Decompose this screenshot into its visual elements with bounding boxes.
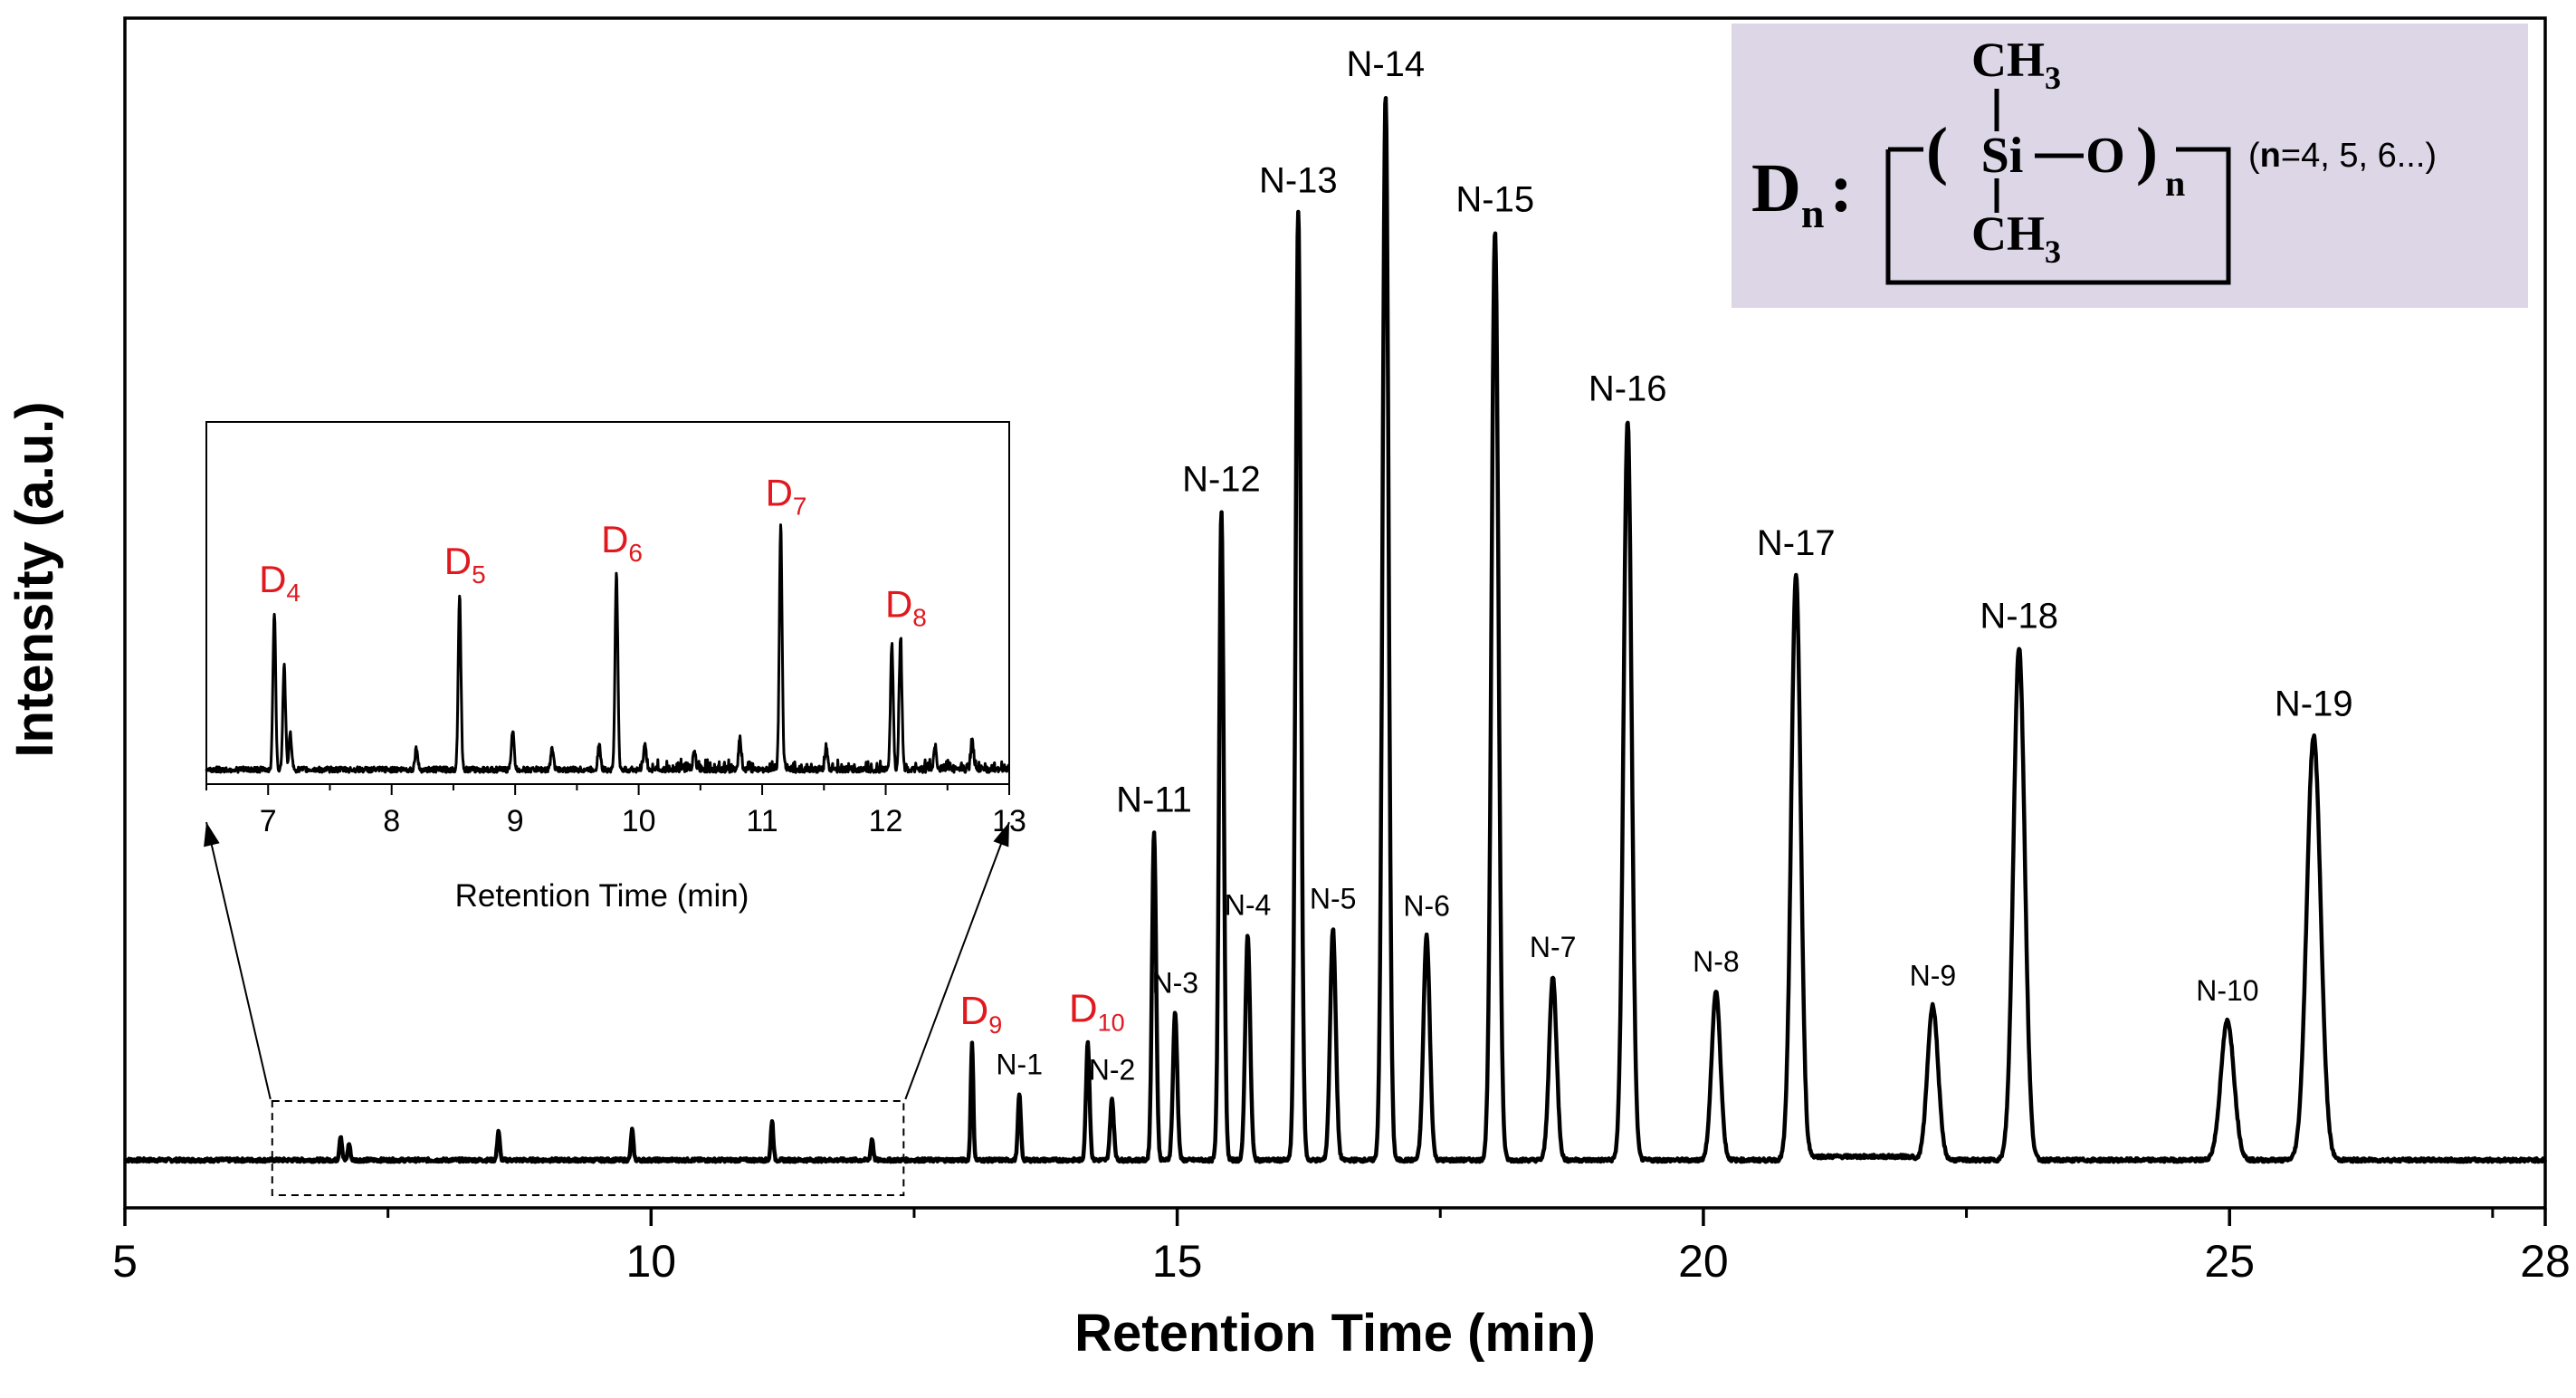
silicon-atom: Si <box>1981 128 2024 184</box>
inset-x-tick-label: 12 <box>869 804 903 838</box>
peak-label-n-8: N-8 <box>1693 945 1740 978</box>
x-tick-label: 10 <box>625 1236 676 1287</box>
x-axis: 5 10 15 20 25 28 <box>112 1208 2571 1287</box>
inset-chromatogram-trace <box>205 523 1010 774</box>
x-tick-label: 15 <box>1152 1236 1203 1287</box>
peak-label-n-7: N-7 <box>1530 931 1577 963</box>
peak-label-n-15: N-15 <box>1455 180 1534 220</box>
peak-label-n-13: N-13 <box>1259 160 1338 200</box>
inset-peak-label-d8: D8 <box>885 582 927 631</box>
inset-x-tick-label: 10 <box>622 804 656 838</box>
peak-label-n-3: N-3 <box>1152 966 1199 999</box>
peak-label-n-6: N-6 <box>1403 889 1450 922</box>
repeat-subscript: n <box>2165 163 2185 204</box>
x-tick-label: 25 <box>2204 1236 2255 1287</box>
peak-label-n-16: N-16 <box>1589 369 1667 408</box>
peak-label-n-14: N-14 <box>1346 44 1425 84</box>
zoom-arrow-left <box>205 821 272 1100</box>
peak-label-n-11: N-11 <box>1116 780 1192 820</box>
zoom-arrow-left-head <box>204 822 220 847</box>
peak-label-n-10: N-10 <box>2196 974 2258 1007</box>
inset-x-tick-label: 13 <box>992 804 1026 838</box>
methyl-bottom: CH3 <box>1971 206 2061 270</box>
inset-x-tick-label: 9 <box>507 804 524 838</box>
close-paren: ) <box>2136 114 2158 187</box>
formula-background <box>1732 24 2528 308</box>
peak-label-n-12: N-12 <box>1182 460 1261 500</box>
peak-labels: D9 N-1 D10 N-2 N-11 N-3 N-12 N-4 N-13 N-5 N-14 N-6 N… <box>959 44 2352 1086</box>
zoom-arrow-right <box>904 821 1010 1100</box>
methyl-top: CH3 <box>1971 33 2061 96</box>
x-tick-label: 28 <box>2520 1236 2571 1287</box>
zoom-region <box>204 821 1010 1196</box>
inset-peak-label-d4: D4 <box>259 558 301 607</box>
formula-box: Dn: ( ) n Si O CH3 CH3 (n=4, 5, 6...) <box>1732 24 2528 308</box>
peak-label-d9: D9 <box>959 989 1002 1039</box>
inset-peak-label-d6: D6 <box>601 518 643 567</box>
peak-label-n-19: N-19 <box>2275 684 2353 723</box>
inset-peak-label-d7: D7 <box>766 472 807 521</box>
peak-label-n-5: N-5 <box>1310 883 1357 915</box>
y-axis-label: Intensity (a.u.) <box>5 401 64 757</box>
inset-peak-labels: D4 D5 D6 D7 D8 <box>259 472 927 632</box>
peak-label-n-18: N-18 <box>1980 596 2058 636</box>
zoom-arrow-right-head <box>993 822 1009 847</box>
peak-label-n-9: N-9 <box>1910 959 1957 991</box>
formula-prefix: Dn: <box>1751 150 1853 236</box>
inset-x-tick-label: 11 <box>746 804 778 838</box>
x-tick-label: 5 <box>112 1236 138 1287</box>
x-tick-label: 20 <box>1678 1236 1729 1287</box>
inset-x-axis: 7 8 9 10 11 12 13 <box>205 784 1026 838</box>
x-axis-label: Retention Time (min) <box>1074 1304 1596 1363</box>
plot-frame <box>123 16 2547 1210</box>
zoom-rectangle <box>271 1100 905 1196</box>
peak-label-n-2: N-2 <box>1089 1053 1136 1086</box>
n-range-note: (n=4, 5, 6...) <box>2248 137 2437 175</box>
inset-x-axis-label: Retention Time (min) <box>455 878 749 914</box>
inset-x-tick-label: 7 <box>260 804 277 838</box>
peak-label-n-4: N-4 <box>1225 888 1272 921</box>
inset-x-tick-label: 8 <box>383 804 400 838</box>
ring-bracket <box>1885 147 2231 285</box>
open-paren: ( <box>1926 114 1948 187</box>
oxygen-atom: O <box>2085 128 2125 184</box>
peak-label-d10: D10 <box>1069 987 1125 1037</box>
inset-peak-label-d5: D5 <box>444 540 486 589</box>
inset-frame <box>205 421 1010 785</box>
peak-label-n-1: N-1 <box>996 1048 1043 1081</box>
main-chromatogram-trace <box>123 96 2548 1164</box>
peak-label-n-17: N-17 <box>1757 523 1836 563</box>
